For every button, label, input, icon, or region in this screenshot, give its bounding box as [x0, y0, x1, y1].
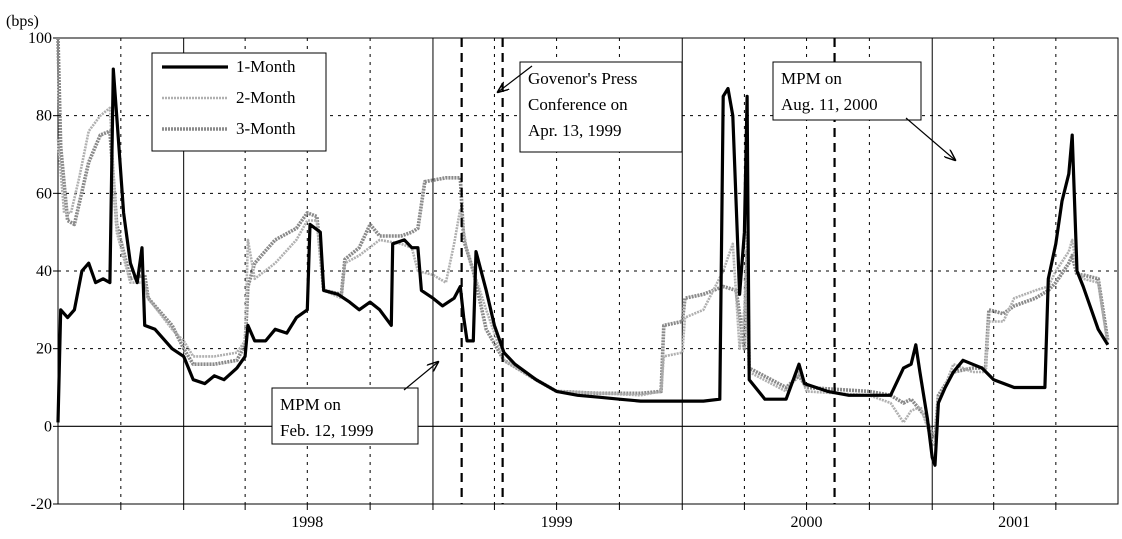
series-line-3-month: [56, 37, 1110, 440]
annotation-box-1: [271, 387, 419, 445]
series-lines: [56, 37, 1110, 467]
x-tick-label: 2000: [791, 514, 823, 531]
annotation-text: Conference on: [528, 95, 628, 114]
x-tick-label: 1998: [291, 514, 323, 531]
axes: [53, 37, 1119, 510]
annotation-arrow-2: [498, 65, 533, 92]
annotation-box-2: [519, 61, 683, 153]
annotation-text: MPM on: [781, 69, 842, 88]
plot-frame: [57, 37, 1119, 505]
x-tick-label: 2001: [998, 514, 1030, 531]
annotation-text: Govenor's Press: [528, 69, 637, 88]
y-tick-label: 40: [36, 263, 52, 280]
y-tick-label: 20: [36, 341, 52, 358]
y-tick-label: 0: [44, 418, 52, 435]
legend: 1-Month 2-Month 3-Month: [151, 52, 327, 152]
annotation-box-3: [772, 61, 922, 121]
annotation-text: Feb. 12, 1999: [280, 421, 374, 440]
event-annotations: MPM on Feb. 12, 1999 Govenor's Press Confer…: [271, 61, 955, 445]
annotation-arrow-1: [403, 362, 438, 391]
annotation-text: MPM on: [280, 395, 341, 414]
legend-label-1-month: 1-Month: [236, 57, 296, 76]
y-tick-label: 60: [36, 185, 52, 202]
legend-box: [151, 52, 327, 152]
series-line-1-month: [56, 67, 1110, 467]
legend-label-3-month: 3-Month: [236, 119, 296, 138]
annotation-text: Aug. 11, 2000: [781, 95, 878, 114]
tick-labels: 100 80 60 40 20 0 -20 1998 1999 2000 2001: [28, 30, 1030, 531]
y-tick-label: 80: [36, 108, 52, 125]
annotation-arrow-3: [905, 117, 955, 160]
y-tick-label: -20: [31, 496, 52, 513]
legend-label-2-month: 2-Month: [236, 88, 296, 107]
x-tick-label: 1999: [541, 514, 573, 531]
y-tick-label: 100: [28, 30, 52, 47]
annotation-text: Apr. 13, 1999: [528, 121, 622, 140]
y-axis-label: (bps): [6, 13, 39, 30]
